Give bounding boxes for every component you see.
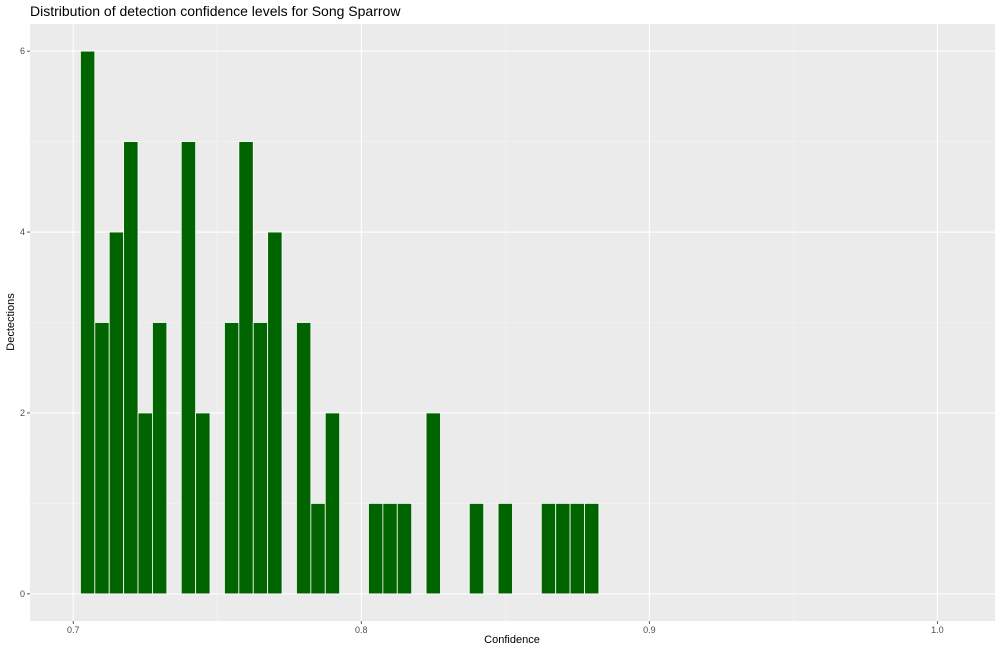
histogram-bar <box>94 322 110 595</box>
histogram-bar <box>137 412 153 595</box>
histogram-bar <box>584 503 600 595</box>
histogram-bar <box>368 503 384 595</box>
histogram-bar <box>108 231 125 595</box>
y-tick-label: 4 <box>20 227 25 237</box>
histogram-bar <box>238 141 254 595</box>
histogram-bar <box>195 412 211 595</box>
chart-title: Distribution of detection confidence lev… <box>30 3 401 19</box>
histogram-bar <box>252 322 269 595</box>
x-axis: 0.7 0.8 0.9 1.0 <box>67 621 944 635</box>
histogram-bar <box>324 412 341 595</box>
x-tick-label: 0.9 <box>643 625 656 635</box>
x-tick-label: 1.0 <box>931 625 944 635</box>
histogram-bar <box>555 503 571 595</box>
histogram-bar <box>310 503 326 595</box>
histogram-bar <box>540 503 557 595</box>
x-axis-title: Confidence <box>484 634 540 646</box>
histogram-bar <box>425 412 441 595</box>
histogram-bar <box>569 503 585 595</box>
y-tick-label: 6 <box>20 46 25 56</box>
histogram-bar <box>382 503 398 595</box>
histogram-bar <box>152 322 168 595</box>
bars-group <box>80 50 600 595</box>
y-tick-label: 0 <box>20 589 25 599</box>
histogram-bar <box>468 503 485 595</box>
histogram-bar <box>80 50 96 595</box>
y-tick-label: 2 <box>20 408 25 418</box>
histogram-bar <box>123 141 139 595</box>
histogram-bar <box>497 503 513 595</box>
histogram-bar <box>396 503 413 595</box>
x-tick-label: 0.7 <box>67 625 80 635</box>
histogram-bar <box>267 231 283 595</box>
histogram-bar <box>296 322 312 595</box>
x-tick-label: 0.8 <box>355 625 368 635</box>
y-axis: 0 2 4 6 <box>20 46 30 599</box>
histogram-bar <box>224 322 240 595</box>
histogram-bar <box>180 141 197 595</box>
y-axis-title: Dectections <box>5 293 17 351</box>
